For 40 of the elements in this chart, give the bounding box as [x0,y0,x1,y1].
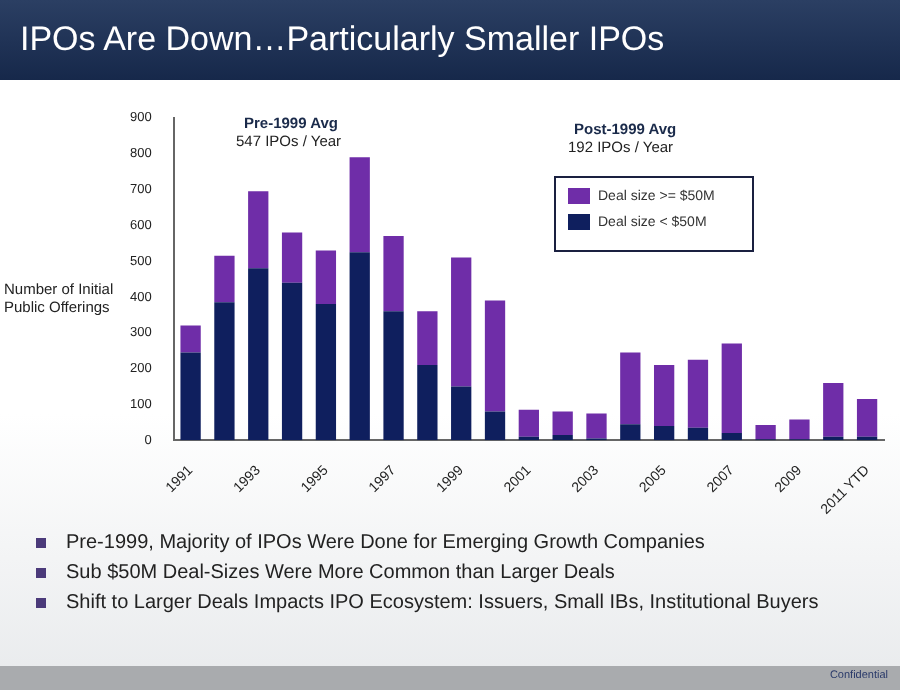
bar [552,434,573,441]
bar [518,409,539,437]
bar [721,433,742,441]
bar [417,365,438,441]
bar [654,365,675,426]
bar [349,252,370,441]
bar [755,424,776,440]
bar [823,382,844,437]
bar [180,352,201,441]
bar [315,304,337,441]
bar [484,300,506,412]
bar [620,352,641,425]
text: Shift to Larger Deals Impacts IPO Ecosystem: Issuers, Small IBs, Institutional Buyers [66,592,819,614]
bar [214,302,235,441]
bar [484,411,506,441]
bar [315,250,337,305]
text: Pre-1999, Majority of IPOs Were Done for Emerging Growth Companies [66,532,705,554]
bar [620,424,641,441]
chart-title: IPOs Are Down…Particularly Smaller IPOs [20,20,665,60]
bar [586,413,607,439]
bar [180,325,201,353]
bar [383,311,404,441]
bar [383,236,404,312]
bar [214,255,235,303]
bar [281,282,303,441]
bar [451,386,472,441]
bar [687,359,709,428]
text: Sub $50M Deal-Sizes Were More Common than Larger Deals [66,562,615,584]
bar [248,191,269,269]
bar [856,399,878,437]
bar [451,257,472,387]
bar [654,425,675,441]
bar [552,411,573,435]
bar [687,427,709,441]
bar [349,157,370,253]
bar [281,232,303,283]
bar [248,268,269,441]
bar [789,419,810,440]
bar [417,311,438,366]
bar [721,343,742,434]
